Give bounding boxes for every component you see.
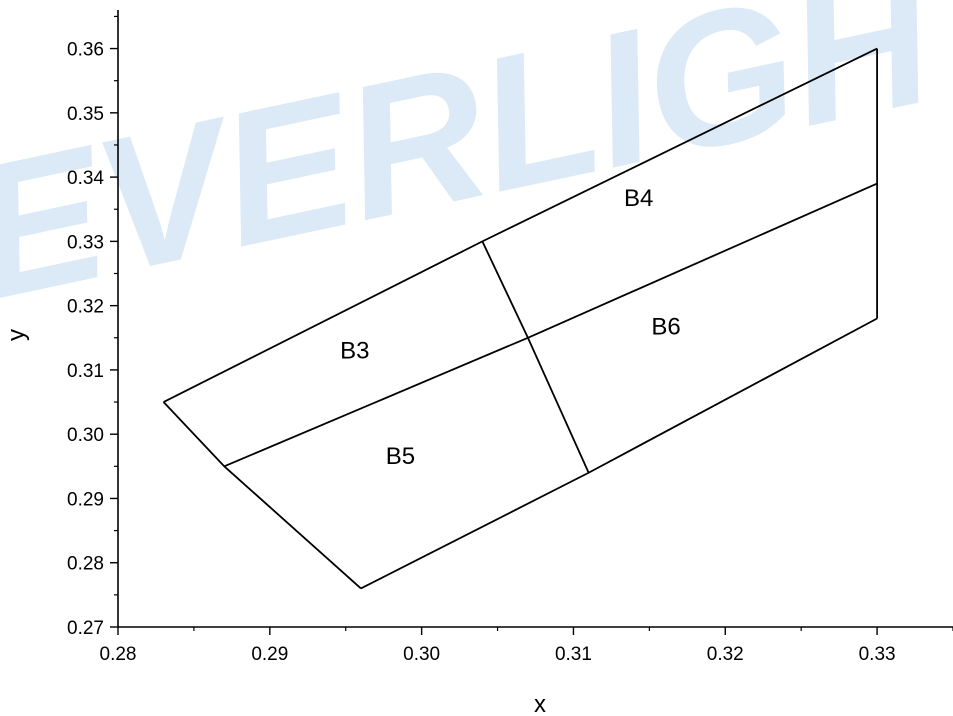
y-axis-ticks: 0.27 0.28 0.29 0.30 0.31 0.32 0.33 0.34 0.35 0.36 bbox=[67, 15, 118, 639]
bin-boundary-line bbox=[481, 240, 590, 474]
x-axis-ticks: 0.28 0.29 0.30 0.31 0.32 0.33 bbox=[100, 627, 953, 665]
y-axis-title: y bbox=[3, 329, 30, 341]
y-tick-label: 0.36 bbox=[67, 40, 104, 61]
y-tick-label: 0.32 bbox=[67, 297, 104, 318]
bin-label: B5 bbox=[386, 443, 415, 470]
x-tick-label: 0.31 bbox=[555, 644, 592, 665]
y-tick-label: 0.30 bbox=[67, 425, 104, 446]
y-tick-label: 0.27 bbox=[67, 618, 104, 639]
axes: 0.28 0.29 0.30 0.31 0.32 0.33 0.27 0.28 0.29 0.3… bbox=[67, 10, 953, 665]
y-tick-label: 0.34 bbox=[67, 168, 104, 189]
bin-label: B3 bbox=[340, 337, 369, 364]
bin-boundary-line bbox=[162, 401, 362, 590]
bin-label: B4 bbox=[624, 185, 653, 212]
y-tick-label: 0.31 bbox=[67, 361, 104, 382]
bin-label: B6 bbox=[651, 314, 680, 341]
everlight-watermark: EVERLIGHT bbox=[0, 0, 953, 340]
y-tick-label: 0.35 bbox=[67, 104, 104, 125]
bin-boundary-line bbox=[360, 317, 878, 590]
y-tick-label: 0.33 bbox=[67, 232, 104, 253]
x-tick-label: 0.32 bbox=[707, 644, 744, 665]
bin-lines bbox=[162, 47, 878, 590]
y-tick-label: 0.29 bbox=[67, 489, 104, 510]
x-tick-label: 0.33 bbox=[859, 644, 896, 665]
bin-labels: B3 B4 B5 B6 bbox=[340, 185, 681, 470]
x-tick-label: 0.29 bbox=[251, 644, 288, 665]
x-tick-label: 0.28 bbox=[100, 644, 137, 665]
x-tick-label: 0.30 bbox=[403, 644, 440, 665]
y-tick-label: 0.28 bbox=[67, 554, 104, 575]
x-axis-title: x bbox=[534, 691, 546, 716]
